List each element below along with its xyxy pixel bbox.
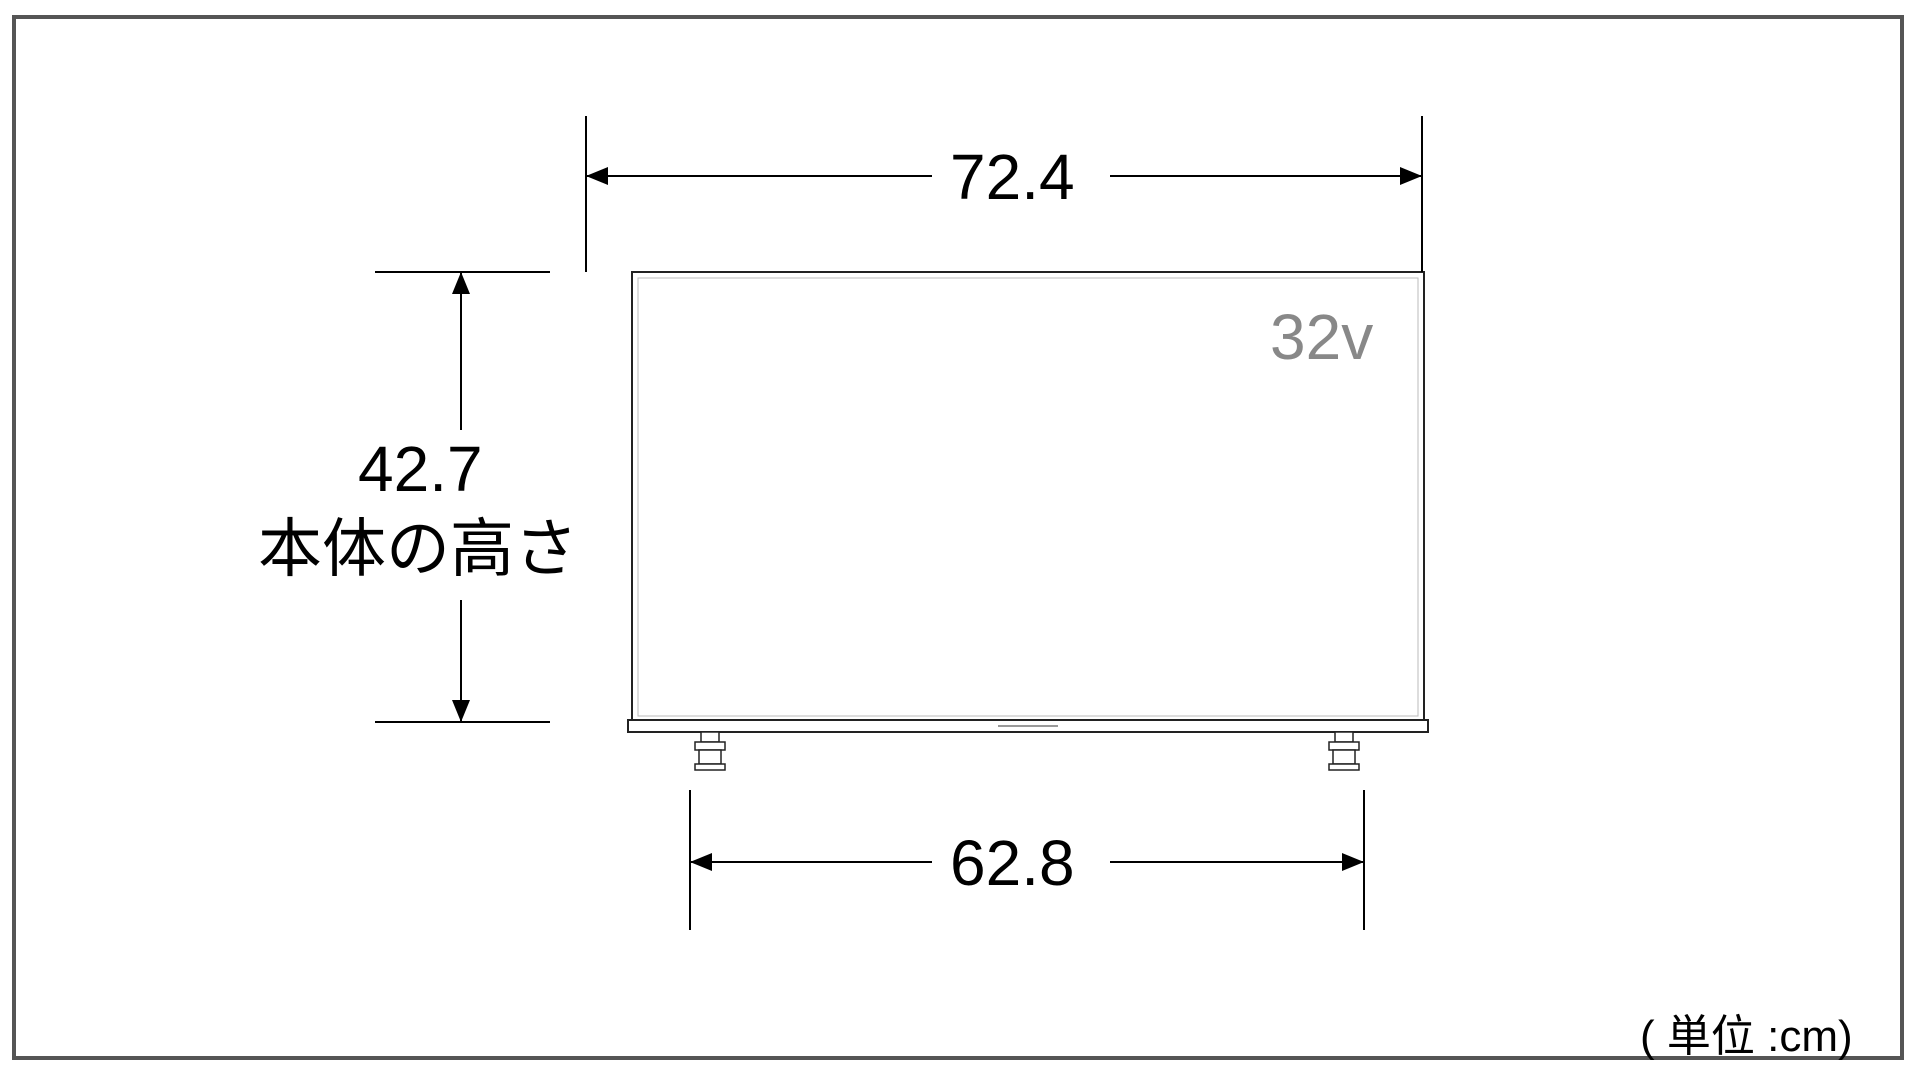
dimension-stand-width-label: 62.8 — [950, 830, 1075, 897]
tv-size-label: 32v — [1270, 300, 1373, 374]
dimension-height-caption: 本体の高さ — [258, 516, 578, 583]
dimension-height-value: 42.7 — [358, 436, 483, 503]
dimension-width-label: 72.4 — [950, 144, 1075, 211]
unit-note: ( 単位 :cm) — [1640, 1000, 1853, 1064]
